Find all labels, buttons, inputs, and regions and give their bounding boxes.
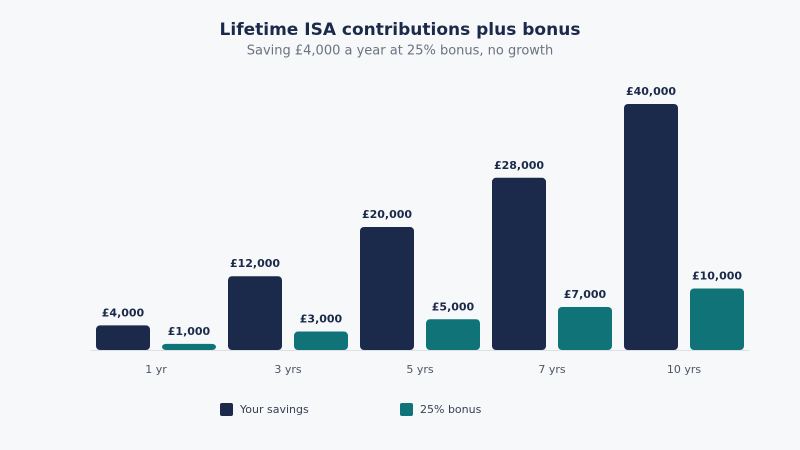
x-tick-label: 3 yrs — [274, 363, 302, 376]
bar — [426, 319, 480, 350]
value-label: £28,000 — [494, 159, 544, 172]
x-tick-label: 5 yrs — [406, 363, 434, 376]
legend-label: 25% bonus — [420, 403, 482, 416]
chart-subtitle: Saving £4,000 a year at 25% bonus, no gr… — [247, 44, 554, 59]
value-label: £5,000 — [432, 300, 475, 313]
bar — [558, 306, 612, 350]
bar — [624, 104, 678, 350]
value-label: £20,000 — [362, 208, 412, 221]
bar — [492, 177, 546, 350]
value-label: £12,000 — [230, 257, 280, 270]
value-label: £4,000 — [102, 306, 145, 319]
value-label: £1,000 — [168, 325, 211, 338]
legend-swatch — [220, 403, 233, 416]
x-tick-label: 10 yrs — [667, 363, 702, 376]
bar — [294, 331, 348, 350]
bar — [162, 343, 216, 350]
value-label: £10,000 — [692, 270, 742, 283]
chart-title: Lifetime ISA contributions plus bonus — [220, 20, 581, 40]
value-label: £40,000 — [626, 85, 676, 98]
x-tick-label: 7 yrs — [538, 363, 566, 376]
legend-swatch — [400, 403, 413, 416]
bar — [228, 276, 282, 350]
bar — [96, 325, 150, 350]
bar — [360, 227, 414, 350]
value-label: £7,000 — [564, 288, 607, 301]
bar — [690, 288, 744, 350]
legend-label: Your savings — [239, 403, 309, 416]
value-label: £3,000 — [300, 313, 343, 326]
x-tick-label: 1 yr — [145, 363, 167, 376]
